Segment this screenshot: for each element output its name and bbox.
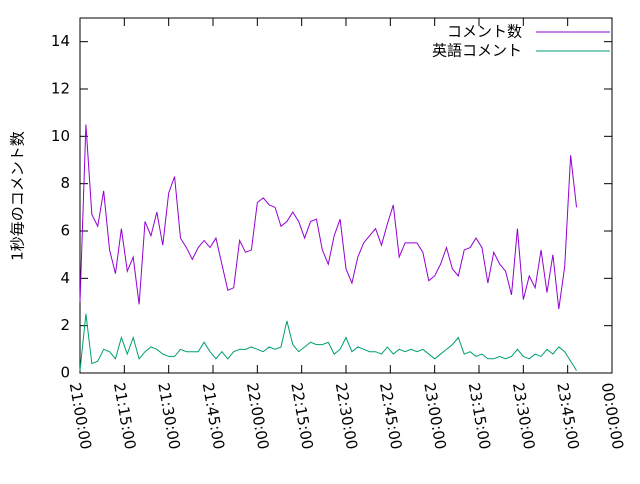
series-line (79, 313, 577, 371)
y-tick-label: 6 (60, 222, 70, 240)
y-tick-label: 12 (51, 80, 70, 98)
y-tick-label: 4 (60, 269, 70, 287)
y-tick-label: 2 (60, 316, 70, 334)
legend-label: 英語コメント (432, 42, 522, 60)
y-tick-label: 0 (60, 364, 70, 382)
series-line (79, 124, 578, 310)
legend-label: コメント数 (447, 23, 522, 41)
y-tick-label: 10 (51, 127, 70, 145)
y-axis-label: 1秒毎のコメント数 (9, 131, 27, 261)
y-tick-label: 8 (60, 174, 70, 192)
y-tick-label: 14 (51, 32, 70, 50)
